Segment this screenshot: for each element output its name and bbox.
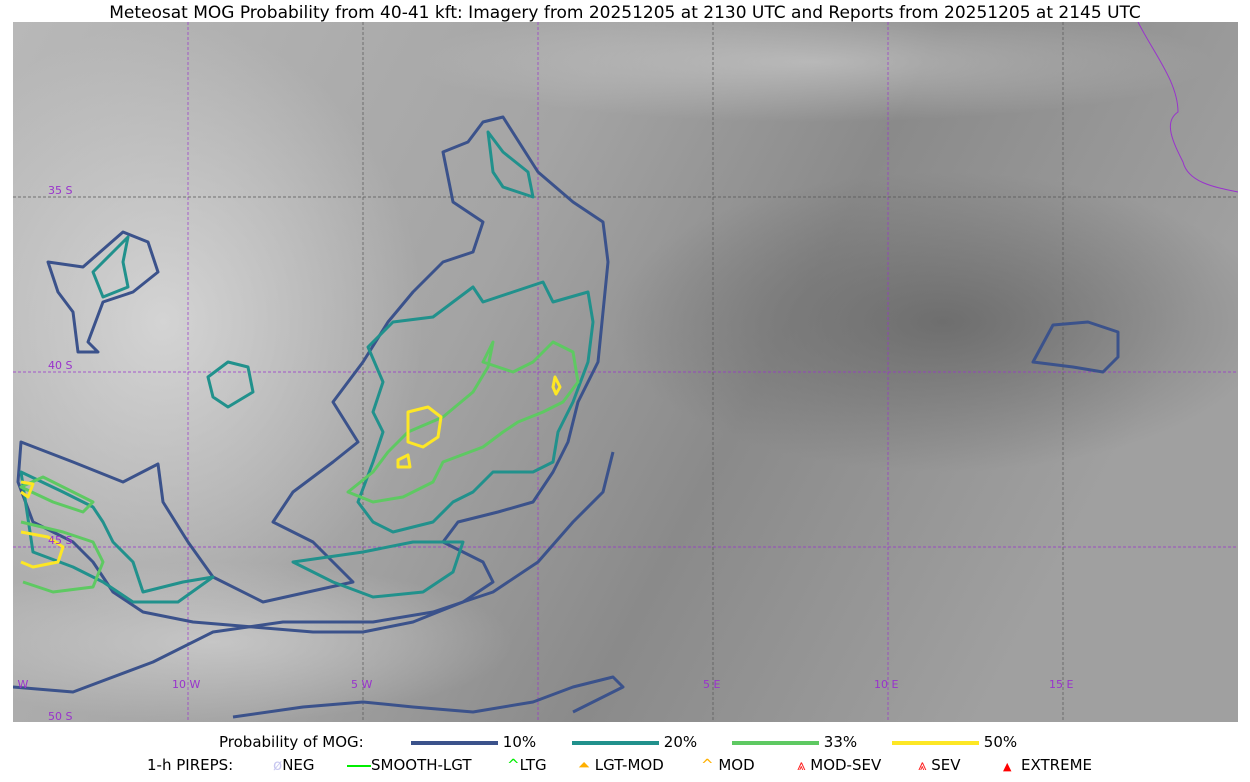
pirep-sev: ⩓ SEV [918, 756, 961, 774]
cloud-band [413, 22, 1213, 122]
pirep-mod-sev: ⩓ MOD-SEV [797, 756, 881, 774]
legend-label: 33% [823, 733, 858, 751]
lon-label-10e: 10 E [874, 678, 898, 691]
probability-legend-title: Probability of MOG: [219, 733, 364, 751]
contour-33pct [19, 340, 580, 594]
pirep-smooth-lgt: SMOOTH-LGT [347, 756, 472, 774]
lat-label-45s: 45 S [48, 534, 72, 547]
lon-label-10w: 10 W [172, 678, 200, 691]
line-swatch [572, 740, 659, 745]
legend-item-20pct: 20% [572, 733, 697, 751]
lat-label-40s: 40 S [48, 359, 72, 372]
line-icon [347, 764, 371, 767]
lat-label-35s: 35 S [48, 184, 72, 197]
lat-lon-grid [13, 22, 1238, 722]
legend-item-10pct: 10% [411, 733, 536, 751]
double-caret-icon: ⩓ [918, 756, 927, 774]
legend-label: MOD [718, 756, 755, 774]
legend-label: LTG [519, 756, 547, 774]
double-caret-bar-icon: ⩓ [797, 756, 806, 774]
legend-label: EXTREME [1021, 756, 1092, 774]
lon-label-15w: 15 W [13, 678, 28, 691]
legend-label: 20% [663, 733, 698, 751]
pirep-mod: ^ MOD [701, 756, 755, 774]
pirep-extreme: ▲ EXTREME [1003, 756, 1092, 774]
pirep-lgt-mod: ⏶ LGT-MOD [578, 756, 664, 774]
legend-label: 10% [502, 733, 537, 751]
contour-50pct [20, 375, 562, 569]
line-swatch [892, 740, 979, 745]
legend-label: SEV [931, 756, 961, 774]
neg-icon: ø [273, 756, 283, 774]
coastline [1137, 22, 1238, 193]
dry-slot [613, 172, 1238, 472]
line-swatch [411, 740, 498, 745]
lon-label-15e: 15 E [1049, 678, 1073, 691]
contour-10pct [1031, 320, 1120, 374]
legend-item-50pct: 50% [892, 733, 1017, 751]
contour-10pct [46, 230, 160, 354]
caret-bar-icon: ⏶ [578, 756, 591, 774]
lon-label-5w: 5 W [351, 678, 372, 691]
legend-label: SMOOTH-LGT [371, 756, 472, 774]
pirep-neg: øNEG [273, 756, 315, 774]
chart-title: Meteosat MOG Probability from 40-41 kft:… [109, 3, 1141, 23]
pirep-ltg: ^LTG [507, 756, 547, 774]
legend-label: NEG [282, 756, 315, 774]
caret-icon: ^ [701, 756, 714, 774]
lat-label-50s: 50 S [48, 710, 72, 722]
contour-20pct [19, 470, 215, 604]
contour-10pct [13, 451, 625, 719]
line-swatch [732, 740, 819, 745]
contour-20pct [91, 130, 535, 409]
contour-10pct [16, 115, 610, 634]
pireps-legend-title: 1-h PIREPS: [147, 756, 234, 774]
lon-label-5e: 5 E [703, 678, 720, 691]
legend-label: MOD-SEV [810, 756, 882, 774]
legend-item-33pct: 33% [732, 733, 857, 751]
satellite-map[interactable]: 35 S 40 S 45 S 50 S 15 W 10 W 5 W 5 E 10… [13, 22, 1238, 722]
legend-label: LGT-MOD [594, 756, 664, 774]
legend-label: 50% [983, 733, 1018, 751]
caret-icon: ^ [507, 756, 520, 774]
filled-triangle-icon: ▲ [1003, 760, 1012, 773]
